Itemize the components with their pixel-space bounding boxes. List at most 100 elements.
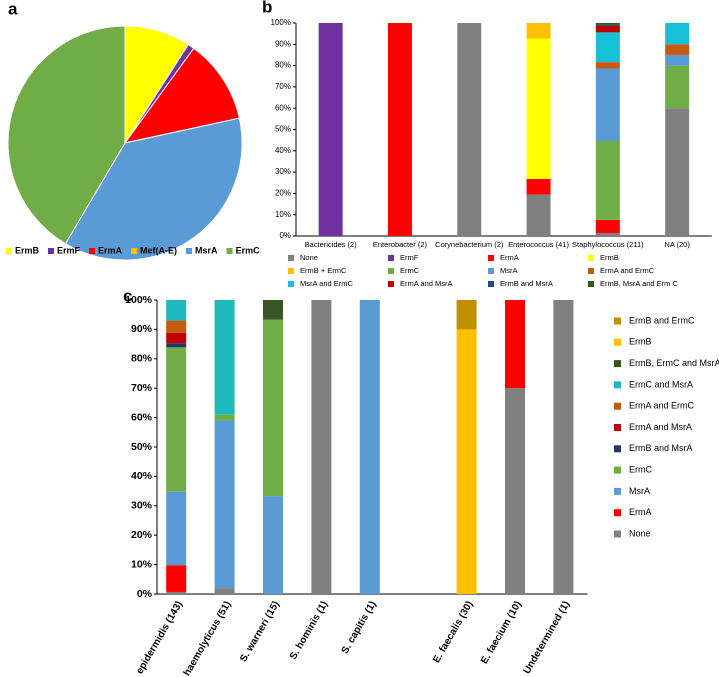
bar-segment <box>166 565 187 592</box>
legend-swatch <box>614 424 621 431</box>
legend-swatch <box>614 317 621 325</box>
legend-swatch <box>614 487 621 495</box>
legend-label: ErmC <box>400 266 420 275</box>
legend-swatch <box>488 255 494 261</box>
bar-segment <box>457 23 482 236</box>
legend-swatch <box>388 255 394 261</box>
bar-segment <box>526 23 551 39</box>
bar-segment <box>665 65 690 109</box>
bar-segment <box>166 591 187 594</box>
panel-label: c <box>123 286 132 305</box>
legend-label: ErmA <box>629 507 652 517</box>
bar-segment <box>595 233 620 236</box>
legend-swatch <box>388 268 394 274</box>
pie-slice <box>7 25 126 245</box>
y-tick-label: 10% <box>131 558 153 570</box>
legend-label: ErmA <box>98 245 123 255</box>
legend-label: MsrA <box>195 245 218 255</box>
legend-label: ErmA <box>500 253 519 262</box>
legend-label: ErmA and MsrA <box>400 279 453 288</box>
y-tick-label: 80% <box>275 61 291 70</box>
bar-segment <box>166 300 187 321</box>
bar-segment <box>263 496 283 594</box>
x-tick-label: S. hominis (1) <box>288 599 330 661</box>
legend-swatch <box>614 466 621 474</box>
y-tick-label: 40% <box>131 470 153 482</box>
y-tick-label: 90% <box>275 39 291 48</box>
legend-swatch <box>48 248 55 254</box>
x-tick-label: S. capitis (1) <box>340 599 379 656</box>
y-tick-label: 90% <box>131 323 153 335</box>
y-tick-label: 60% <box>131 411 153 423</box>
bar-segment <box>526 178 551 195</box>
legend-label: Mef(A-E) <box>140 245 177 255</box>
legend-swatch <box>614 338 621 346</box>
x-tick-label: Enterobacter (2) <box>373 240 428 249</box>
x-tick-label: E. faecium (10) <box>479 599 524 666</box>
legend-swatch <box>588 281 594 287</box>
legend-label: MsrA <box>500 266 518 275</box>
x-tick-label: NA (20) <box>664 240 690 249</box>
bar-segment <box>595 219 620 234</box>
y-tick-label: 30% <box>275 167 291 176</box>
legend-swatch <box>588 268 594 274</box>
bar-segment <box>214 300 235 415</box>
legend-swatch <box>6 248 12 254</box>
y-tick-label: 100% <box>125 294 153 306</box>
legend-swatch <box>488 268 494 274</box>
bar-segment <box>456 300 477 330</box>
bar-segment <box>665 54 690 66</box>
legend-swatch <box>614 509 621 517</box>
y-tick-label: 20% <box>275 189 291 198</box>
panel-label: b <box>262 0 272 16</box>
legend-swatch <box>614 402 621 410</box>
legend-label: ErmF <box>57 245 81 255</box>
y-tick-label: 100% <box>271 18 291 27</box>
legend-label: ErmB, MsrA and Erm C <box>600 279 679 288</box>
legend-swatch <box>614 445 621 453</box>
legend-swatch <box>614 530 621 538</box>
bar-segment <box>526 38 551 179</box>
legend-swatch <box>288 268 294 274</box>
y-tick-label: 40% <box>275 146 291 155</box>
x-tick-label: Staphylococcus (211) <box>572 240 644 249</box>
bar-segment <box>665 108 690 236</box>
legend-label: ErmF <box>400 253 419 262</box>
panel-label: a <box>8 0 18 18</box>
legend-swatch <box>614 360 621 368</box>
y-tick-label: 30% <box>131 500 153 512</box>
y-tick-label: 10% <box>275 210 291 219</box>
bar-segment <box>553 300 574 594</box>
bar-segment <box>359 300 380 594</box>
bar-segment <box>595 68 620 142</box>
bar-segment <box>665 44 690 55</box>
legend-swatch <box>89 248 96 254</box>
legend-swatch <box>186 248 193 254</box>
legend-swatch <box>388 281 394 287</box>
legend-label: MsrA and ErmC <box>300 279 354 288</box>
legend-label: ErmC <box>236 245 261 255</box>
bar-segment <box>595 141 620 220</box>
pie-slice <box>123 47 240 144</box>
legend-label: ErmB and MsrA <box>629 443 693 453</box>
bar-segment <box>166 491 187 566</box>
legend-label: ErmB <box>600 253 619 262</box>
y-tick-label: 70% <box>131 382 153 394</box>
legend-swatch <box>288 255 294 261</box>
bar-segment <box>595 32 620 63</box>
legend-label: ErmB + ErmC <box>300 266 347 275</box>
bar-segment <box>166 320 187 333</box>
bar-segment <box>311 300 332 594</box>
bar-segment <box>665 23 690 45</box>
legend-label: ErmA and MsrA <box>629 422 692 432</box>
bar-segment <box>595 24 620 26</box>
bar-segment <box>526 194 551 236</box>
x-tick-label: Bactericides (2) <box>305 240 358 249</box>
y-tick-label: 0% <box>279 231 291 240</box>
bar-segment <box>318 23 343 236</box>
bar-segment <box>214 420 235 589</box>
y-tick-label: 60% <box>275 103 291 112</box>
x-tick-label: Enterococcus (41) <box>508 240 569 249</box>
bar-segment <box>595 23 620 25</box>
